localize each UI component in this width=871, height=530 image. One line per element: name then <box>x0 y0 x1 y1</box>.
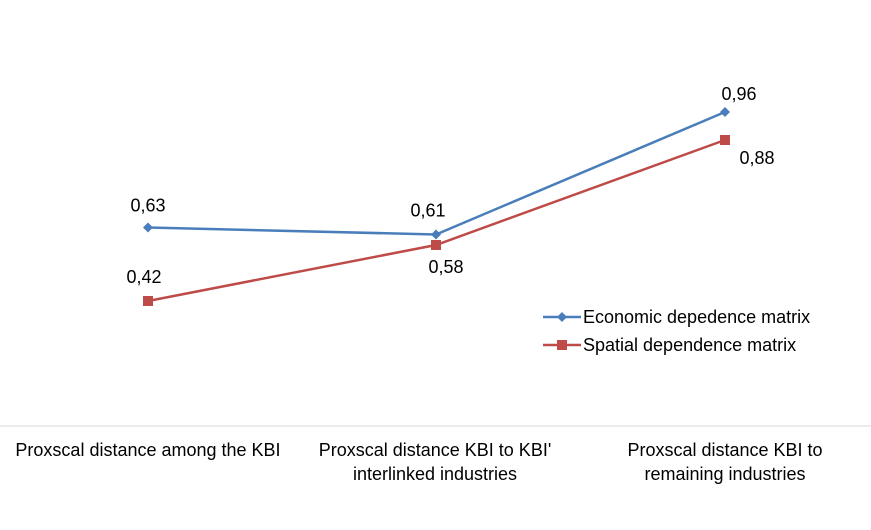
data-label-economic-2: 0,96 <box>721 84 756 104</box>
category-label-0: Proxscal distance among the KBI <box>15 440 281 460</box>
data-label-economic-1: 0,61 <box>410 201 445 221</box>
data-label-spatial-1: 0,58 <box>428 257 463 277</box>
data-label-spatial-2: 0,88 <box>739 148 774 168</box>
data-point-spatial-0 <box>143 296 153 306</box>
legend-label-spatial: Spatial dependence matrix <box>583 334 797 355</box>
category-label-1: Proxscal distance KBI to KBI' interlinke… <box>318 440 552 484</box>
data-point-economic-1 <box>431 229 441 240</box>
data-point-economic-0 <box>143 222 153 233</box>
data-label-spatial-0: 0,42 <box>126 267 161 287</box>
legend-item-spatial: Spatial dependence matrix <box>543 331 810 359</box>
square-marker-icon <box>543 340 581 350</box>
legend-label-economic: Economic depedence matrix <box>583 306 811 327</box>
legend-item-economic: Economic depedence matrix <box>543 303 810 331</box>
data-point-spatial-1 <box>431 240 441 250</box>
category-label-2: Proxscal distance KBI to remaining indus… <box>627 440 823 484</box>
data-point-spatial-2 <box>720 135 730 145</box>
data-point-economic-2 <box>720 107 730 117</box>
legend: Economic depedence matrix Spatial depend… <box>543 303 810 359</box>
data-label-economic-0: 0,63 <box>130 196 165 216</box>
diamond-marker-icon <box>543 312 581 322</box>
